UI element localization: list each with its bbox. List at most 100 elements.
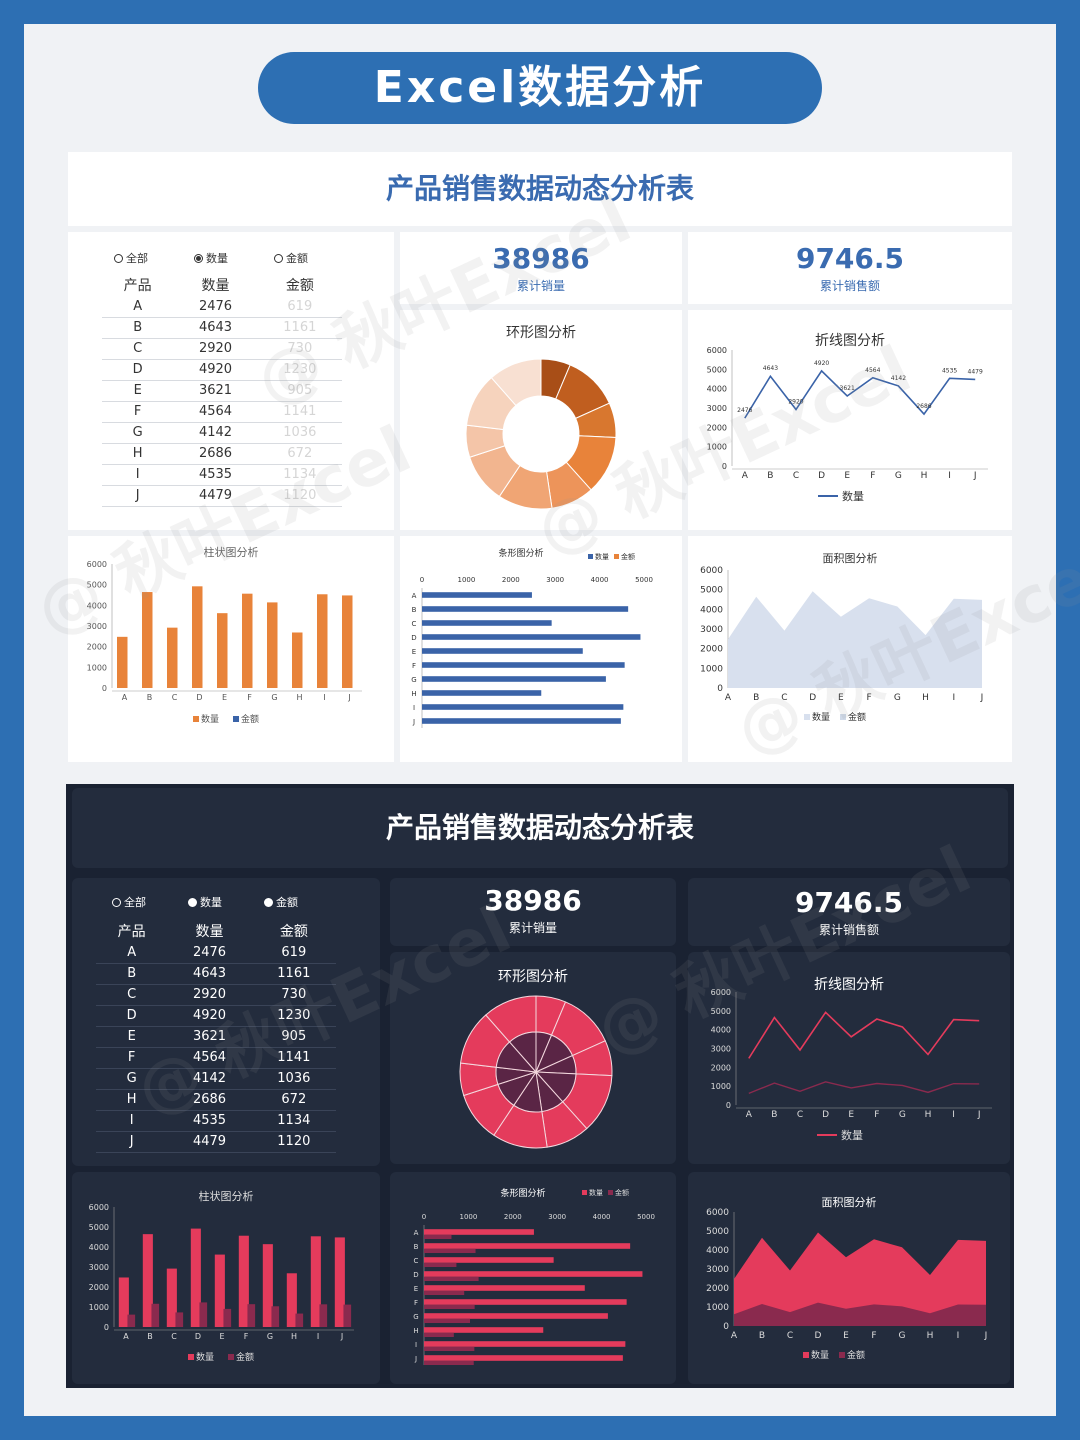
table-cell: G [96, 1068, 168, 1090]
x-tick-label: E [848, 1110, 854, 1120]
radio-dot[interactable] [194, 253, 203, 263]
table-cell: 2686 [167, 1089, 252, 1111]
hbar-qty [422, 648, 583, 654]
table-cell: D [102, 359, 174, 381]
table-cell: B [102, 317, 174, 339]
x-tick-label: A [122, 693, 128, 702]
radio-dot[interactable] [112, 897, 121, 907]
radio-option[interactable]: 金额 [264, 894, 298, 910]
table-row: A 2476 619 [102, 296, 342, 318]
hbar-qty [424, 1257, 554, 1263]
y-tick-label: C [412, 620, 417, 628]
table-cell: 619 [251, 942, 336, 964]
table-cell: E [102, 380, 174, 402]
bar-amt [319, 1304, 328, 1327]
hbar-amt [424, 1304, 475, 1309]
table-cell: 4479 [173, 485, 258, 507]
hbar-qty [424, 1285, 585, 1291]
dark-kpi1-panel: 38986 累计销量 [390, 878, 676, 946]
x-tick-label: 3000 [548, 1213, 566, 1221]
y-tick-label: 6000 [711, 988, 731, 997]
legend-label: 金额 [615, 1188, 629, 1197]
table-cell: J [96, 1131, 168, 1153]
x-tick-label: C [171, 1332, 177, 1341]
radio-option[interactable]: 全部 [114, 250, 148, 266]
light-table-panel: 全部 数量 金额产品 数量 金额 A 2476 619 B 4643 1161 C 2920 730 D 49… [68, 232, 394, 530]
light-hbar-panel: 条形图分析 0 1000 2000 3000 4000 5000 A B C D E F G H I J 数量 金… [400, 536, 682, 762]
table-cell: 1141 [257, 401, 342, 423]
table-cell: 4920 [167, 1005, 252, 1027]
line-series-qty [744, 369, 976, 419]
radio-option[interactable]: 数量 [194, 250, 228, 266]
legend-swatch [608, 1190, 613, 1195]
table-row: C 2920 730 [96, 984, 336, 1006]
table-header-row: 产品 数量 金额 [96, 920, 336, 942]
table-cell: 3621 [173, 380, 258, 402]
y-tick-label: G [413, 1313, 418, 1321]
x-tick-label: I [957, 1331, 960, 1341]
bar-qty [117, 636, 128, 688]
radio-option[interactable]: 全部 [112, 894, 146, 910]
table-cell: 905 [257, 380, 342, 402]
radio-dot[interactable] [274, 253, 283, 263]
dark-donut-title: 环形图分析 [498, 969, 568, 985]
table-cell: 1230 [257, 359, 342, 381]
bar-qty [214, 1254, 225, 1327]
table-row: F 4564 1141 [102, 401, 342, 423]
table-row: D 4920 1230 [102, 359, 342, 381]
y-tick-label: C [414, 1257, 419, 1265]
radio-dot[interactable] [264, 897, 273, 907]
hbar-qty [422, 718, 621, 724]
radio-dot[interactable] [114, 253, 123, 263]
light-title-panel: 产品销售数据动态分析表 [68, 152, 1012, 226]
y-tick-label: 3000 [711, 1045, 731, 1054]
legend-label: 数量 [589, 1188, 603, 1197]
light-hbar-title: 条形图分析 [498, 549, 544, 559]
bar-qty [267, 602, 278, 688]
x-tick-label: I [317, 1332, 319, 1341]
table-cell: 1120 [251, 1131, 336, 1153]
table-cell: F [102, 401, 174, 423]
hbar-amt [424, 1318, 470, 1323]
dark-line-title: 折线图分析 [814, 977, 884, 993]
legend-label: 数量 [201, 713, 219, 725]
legend-swatch [839, 1352, 845, 1358]
radio-option[interactable]: 金额 [274, 250, 308, 266]
legend-label: 金额 [621, 552, 635, 561]
column-header: 产品 [117, 924, 146, 940]
y-tick-label: 6000 [706, 1208, 729, 1218]
product-table: 产品 数量 金额 A 2476 619 B 4643 1161 C 2920 730 D 4920 1230… [102, 274, 342, 507]
legend-label: 金额 [848, 711, 866, 723]
y-tick-label: 5000 [700, 586, 723, 596]
legend-swatch [188, 1354, 194, 1360]
x-tick-label: 5000 [637, 1213, 655, 1221]
bar-amt [127, 1314, 136, 1327]
legend-label: 数量 [811, 1349, 829, 1361]
y-tick-label: 1000 [89, 1303, 109, 1312]
y-tick-label: 0 [102, 684, 107, 693]
y-tick-label: 0 [726, 1101, 731, 1110]
hbar-amt [424, 1276, 479, 1281]
data-label: 2920 [788, 399, 803, 406]
light-kpi-revenue-label: 累计销售额 [819, 279, 880, 293]
table-cell: 3621 [167, 1026, 252, 1048]
data-label: 2686 [916, 403, 931, 410]
radio-dot[interactable] [188, 897, 197, 907]
dark-bar-title: 柱状图分析 [198, 1190, 254, 1203]
table-cell: 4535 [167, 1110, 252, 1132]
table-cell: D [96, 1005, 168, 1027]
hbar-amt [424, 1248, 476, 1253]
y-tick-label: 2000 [711, 1063, 731, 1072]
table-cell: 1134 [251, 1110, 336, 1132]
x-tick-label: 0 [422, 1213, 426, 1221]
y-tick-label: 1000 [706, 1303, 729, 1313]
x-tick-label: 1000 [457, 576, 475, 584]
x-tick-label: 1000 [459, 1213, 477, 1221]
y-tick-label: 5000 [707, 365, 727, 374]
donut-inner-slice [508, 1031, 537, 1074]
x-tick-label: 2000 [502, 576, 520, 584]
table-row: A 2476 619 [96, 942, 336, 964]
radio-option[interactable]: 数量 [188, 894, 222, 910]
hbar-qty [424, 1327, 544, 1333]
y-tick-label: 2000 [706, 1284, 729, 1294]
